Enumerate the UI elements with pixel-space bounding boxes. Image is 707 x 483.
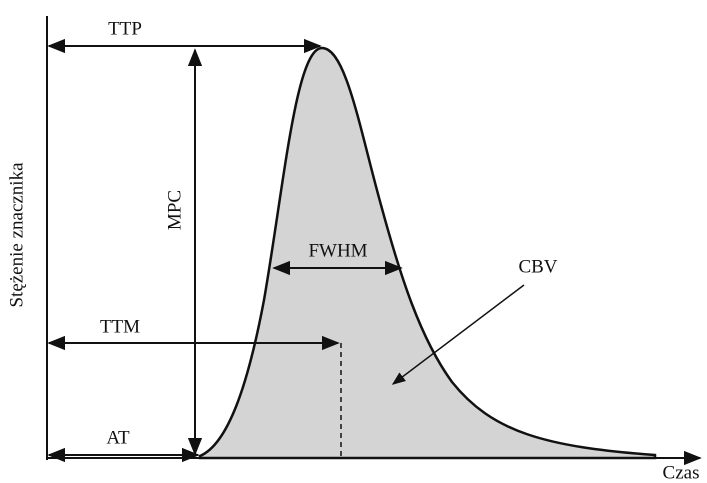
x-axis-label: Czas	[663, 462, 700, 483]
ttp-label: TTP	[108, 18, 142, 39]
concentration-curve	[198, 46, 657, 460]
fwhm-label: FWHM	[308, 240, 367, 261]
y-axis-label: Stężenie znacznika	[6, 162, 27, 308]
cbv-label: CBV	[518, 256, 557, 277]
ttm-label: TTM	[100, 316, 140, 337]
mpc-label: MPC	[164, 190, 185, 230]
cbv-arrow	[391, 284, 525, 385]
at-label: AT	[106, 427, 130, 448]
